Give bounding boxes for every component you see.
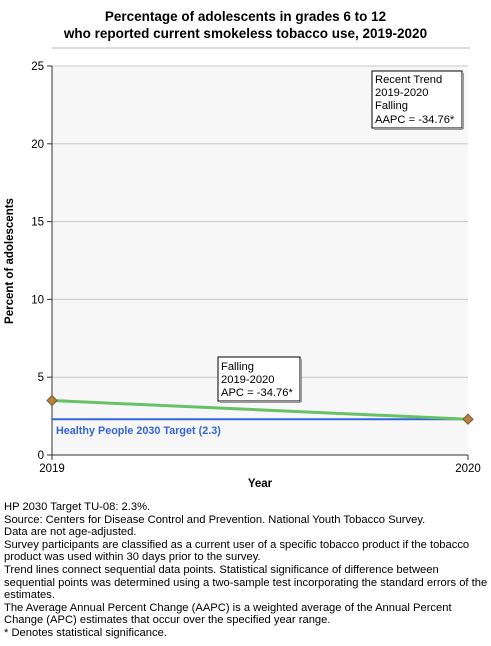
y-tick-label: 0: [38, 450, 44, 462]
footnote-age-adjusted: Data are not age-adjusted.: [4, 526, 137, 539]
y-tick-label: 15: [31, 217, 44, 229]
y-tick-label: 10: [31, 294, 44, 306]
grid-lines: [52, 65, 468, 378]
chart-title-line-2: who reported current smokeless tobacco u…: [63, 26, 428, 41]
x-tick-labels: 2019 2020: [39, 455, 481, 475]
data-point-marker[interactable]: [46, 394, 58, 407]
y-axis-label: Percent of adolescents: [4, 198, 16, 324]
footnote-source: Source: Centers for Disease Control and …: [4, 513, 426, 526]
x-tick-label: 2020: [455, 463, 481, 475]
y-tick-labels: 0 5 10 15 20 25: [31, 61, 52, 462]
trend-annotation-line-2: 2019-2020: [375, 87, 429, 99]
y-tick-label: 5: [38, 372, 44, 384]
footnote-classification: Survey participants are classified as a …: [4, 538, 470, 564]
segment-annotation-line-2: 2019-2020: [221, 374, 275, 386]
segment-annotation-line-1: Falling: [221, 361, 254, 373]
chart-title-line-1: Percentage of adolescents in grades 6 to…: [104, 9, 387, 24]
chart-title: Percentage of adolescents in grades 6 to…: [0, 8, 491, 42]
segment-annotation-line-3: APC = -34.76*: [221, 387, 293, 399]
segment-annotation-bg: [217, 356, 301, 402]
footnote-significance: * Denotes statistical significance.: [4, 626, 167, 639]
x-tick-label: 2019: [39, 463, 65, 475]
segment-annotation-box: Falling 2019-2020 APC = -34.76*: [217, 356, 302, 403]
footnotes: HP 2030 Target TU-08: 2.3%. Source: Cent…: [4, 501, 490, 640]
y-tick-label: 25: [31, 61, 44, 73]
chart-svg: 0 5 10 15 20 25 2019 2020 Healthy People 2030 …: [4, 47, 481, 490]
x-axis-label: Year: [248, 478, 273, 490]
footnote-target: HP 2030 Target TU-08: 2.3%.: [4, 501, 151, 513]
data-point-marker[interactable]: [462, 413, 474, 425]
y-tick-label: 20: [31, 139, 44, 151]
footnote-aapc: The Average Annual Percent Change (AAPC)…: [4, 601, 452, 627]
series-layer: [46, 394, 474, 425]
series-line: [51, 399, 469, 421]
trend-annotation-bg: [371, 70, 463, 129]
trend-annotation-line-4: AAPC = -34.76*: [375, 114, 455, 126]
footnote-trend-lines: Trend lines connect sequential data poin…: [4, 563, 488, 602]
target-label: Healthy People 2030 Target (2.3): [56, 425, 221, 437]
trend-annotation-box: Recent Trend 2019-2020 Falling AAPC = -3…: [371, 70, 464, 130]
trend-annotation-line-3: Falling: [375, 100, 408, 112]
target-layer: Healthy People 2030 Target (2.3): [52, 418, 468, 437]
trend-annotation-line-1: Recent Trend: [375, 74, 442, 86]
